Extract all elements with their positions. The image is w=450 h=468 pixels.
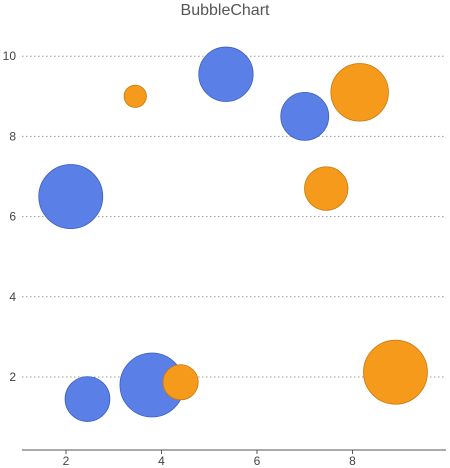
- x-tick-label-6: 6: [254, 454, 261, 468]
- bubble-series1-point5: [280, 91, 330, 141]
- bubble-series1-point4: [198, 46, 254, 102]
- bubble-series1-point2: [64, 376, 111, 422]
- y-tick-label-4: 4: [9, 290, 16, 304]
- y-tick-label-8: 8: [9, 129, 16, 143]
- bubble-series2-point3: [304, 166, 349, 211]
- axis-layer: 2 4 6 8 10 2 4 6 8: [3, 49, 446, 468]
- y-tick-label-10: 10: [3, 49, 17, 63]
- bubble-series1-point1: [38, 164, 104, 229]
- x-tick-label-8: 8: [349, 454, 356, 468]
- bubble-series2-point5: [363, 339, 428, 405]
- bubble-series2-point2: [162, 364, 199, 401]
- bubble-layer: [38, 46, 428, 422]
- y-tick-label-2: 2: [9, 370, 16, 384]
- x-tick-label-4: 4: [158, 454, 165, 468]
- y-tick-label-6: 6: [9, 210, 16, 224]
- chart-title: BubbleChart: [180, 2, 270, 19]
- x-tick-label-2: 2: [63, 454, 70, 468]
- bubble-series2-point4: [330, 63, 389, 122]
- bubble-series2-point1: [123, 84, 147, 108]
